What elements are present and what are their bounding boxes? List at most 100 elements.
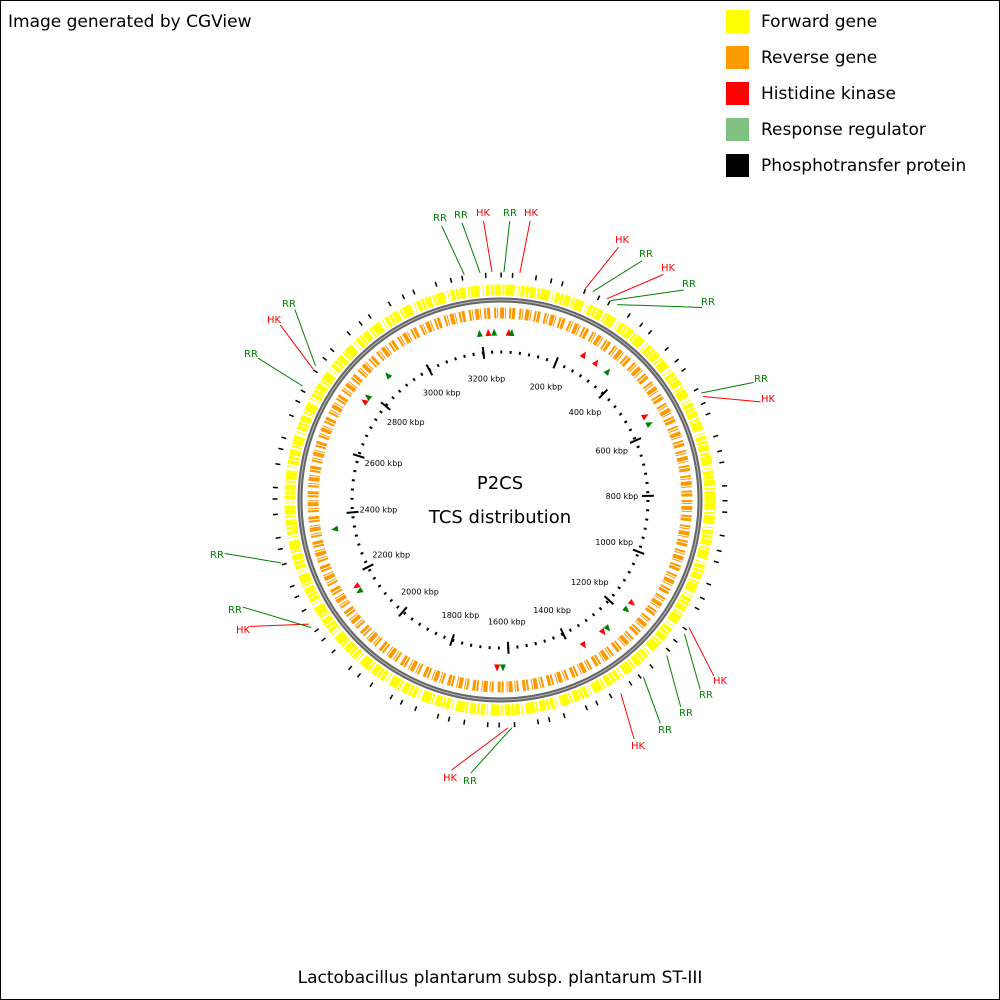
marker <box>579 351 586 360</box>
marker <box>364 394 373 402</box>
annotation-label: RR <box>282 299 296 310</box>
legend-swatch <box>726 82 749 105</box>
annotation-line <box>503 220 511 273</box>
header: Image generated by CGView <box>8 12 252 32</box>
phosphotransfer-ring <box>272 272 728 728</box>
scale-label: 400 kbp <box>569 408 602 417</box>
scale-label: 1200 kbp <box>571 578 609 587</box>
annotation-label: HK <box>476 208 491 219</box>
marker <box>591 359 599 367</box>
annotation-line <box>703 395 761 403</box>
annotation-label: HK <box>761 394 776 405</box>
annotation-label: RR <box>754 374 768 385</box>
legend-swatch <box>726 46 749 69</box>
marker <box>485 328 492 337</box>
annotation-line <box>620 693 635 740</box>
scale-tick <box>425 364 434 376</box>
scale-tick <box>352 453 365 459</box>
annotation-label: RR <box>639 249 653 260</box>
scale-label: 2600 kbp <box>365 459 403 468</box>
marker <box>494 664 501 672</box>
annotation-line <box>617 304 703 309</box>
scale-tick <box>362 563 374 571</box>
marker <box>356 587 364 594</box>
scale-tick <box>398 606 408 617</box>
marker <box>640 414 649 421</box>
annotation-label: RR <box>244 349 258 360</box>
annotation-line <box>666 655 682 708</box>
legend-label: Phosphotransfer protein <box>761 156 966 176</box>
annotation-label: HK <box>631 741 646 752</box>
scale-tick <box>629 437 642 444</box>
marker <box>627 598 636 606</box>
annotation-line <box>610 289 684 302</box>
marker <box>508 328 515 337</box>
annotation-line <box>519 220 531 273</box>
scale-tick <box>506 641 510 654</box>
annotation-line <box>279 324 314 370</box>
annotation-label: RR <box>463 776 477 787</box>
annotation-line <box>294 309 317 367</box>
annotation-label: HK <box>661 263 676 274</box>
annotation-line <box>257 357 303 387</box>
scale-label: 1000 kbp <box>595 538 633 547</box>
annotation-line <box>683 633 701 690</box>
rings <box>272 272 728 728</box>
marker <box>331 525 339 532</box>
annotation-label: RR <box>454 210 468 221</box>
scale-ring <box>350 350 650 650</box>
scale-label: 2800 kbp <box>387 418 425 427</box>
scale-tick <box>598 388 609 399</box>
scale-label: 3000 kbp <box>423 388 461 397</box>
scale-label: 800 kbp <box>606 492 639 501</box>
annotation-label: RR <box>682 279 696 290</box>
annotation-label: RR <box>679 708 693 719</box>
scale-label: 1400 kbp <box>533 606 571 615</box>
marker <box>491 328 498 336</box>
marker <box>476 329 483 338</box>
scale-label: 2400 kbp <box>360 506 398 515</box>
annotation-line <box>585 246 619 289</box>
scale-label: 600 kbp <box>595 446 628 455</box>
scale-tick <box>603 595 615 605</box>
reverse-gene-ring <box>307 307 693 693</box>
scale-tick <box>552 356 559 369</box>
annotation-line <box>451 727 509 771</box>
legend-swatch <box>726 10 749 33</box>
legend-swatch <box>726 154 749 177</box>
scale-tick <box>481 346 486 359</box>
annotation-label: RR <box>210 550 224 561</box>
annotation-label: RR <box>658 725 672 736</box>
annotation-line <box>701 381 754 394</box>
annotation-label: RR <box>699 690 713 701</box>
annotation-line <box>242 606 312 628</box>
marker <box>352 582 361 589</box>
annotation-line <box>461 222 481 274</box>
legend-swatch <box>726 118 749 141</box>
annotation-label: RR <box>433 213 447 224</box>
scale-label: 2200 kbp <box>372 551 410 560</box>
annotation-line <box>688 627 715 677</box>
marker <box>622 605 630 613</box>
marker <box>579 640 586 649</box>
footer: Lactobacillus plantarum subsp. plantarum… <box>298 968 703 988</box>
annotation-line <box>224 552 281 564</box>
legend-label: Reverse gene <box>761 48 877 68</box>
center-subtitle: TCS distribution <box>428 507 571 528</box>
annotation-label: HK <box>615 235 630 246</box>
center-title: P2CS <box>477 473 523 494</box>
scale-tick <box>449 634 455 647</box>
scale-label: 1600 kbp <box>488 617 526 626</box>
annotation-line <box>643 677 661 724</box>
annotation-line <box>441 225 465 276</box>
annotation-line <box>250 623 309 627</box>
backbone-inner <box>299 299 701 701</box>
forward-gene-ring <box>284 284 716 716</box>
annotation-label: RR <box>228 605 242 616</box>
marker <box>603 368 611 376</box>
annotation-line <box>482 220 493 273</box>
scale-tick <box>632 548 645 555</box>
scale-tick <box>346 510 359 514</box>
scale-tick <box>380 401 391 411</box>
